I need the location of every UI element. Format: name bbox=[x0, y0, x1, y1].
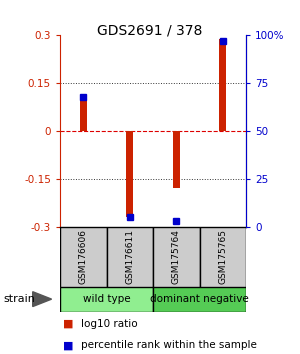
Bar bbox=[60, 287, 153, 312]
Text: ■: ■ bbox=[63, 340, 74, 350]
Polygon shape bbox=[33, 292, 52, 307]
Text: GSM176606: GSM176606 bbox=[79, 229, 88, 284]
Text: GDS2691 / 378: GDS2691 / 378 bbox=[97, 23, 203, 37]
Bar bbox=[80, 99, 87, 131]
Text: GSM175764: GSM175764 bbox=[172, 229, 181, 284]
Text: GSM176611: GSM176611 bbox=[125, 229, 134, 284]
Bar bbox=[106, 227, 153, 287]
Text: wild type: wild type bbox=[83, 294, 130, 304]
Bar bbox=[60, 227, 106, 287]
Text: dominant negative: dominant negative bbox=[150, 294, 249, 304]
Bar bbox=[219, 39, 226, 131]
Bar bbox=[126, 131, 133, 217]
Text: ■: ■ bbox=[63, 319, 74, 329]
Text: percentile rank within the sample: percentile rank within the sample bbox=[81, 340, 257, 350]
Bar bbox=[153, 287, 246, 312]
Bar bbox=[153, 227, 200, 287]
Text: GSM175765: GSM175765 bbox=[218, 229, 227, 284]
Text: log10 ratio: log10 ratio bbox=[81, 319, 138, 329]
Text: strain: strain bbox=[3, 294, 35, 304]
Bar bbox=[200, 227, 246, 287]
Bar bbox=[173, 131, 180, 188]
